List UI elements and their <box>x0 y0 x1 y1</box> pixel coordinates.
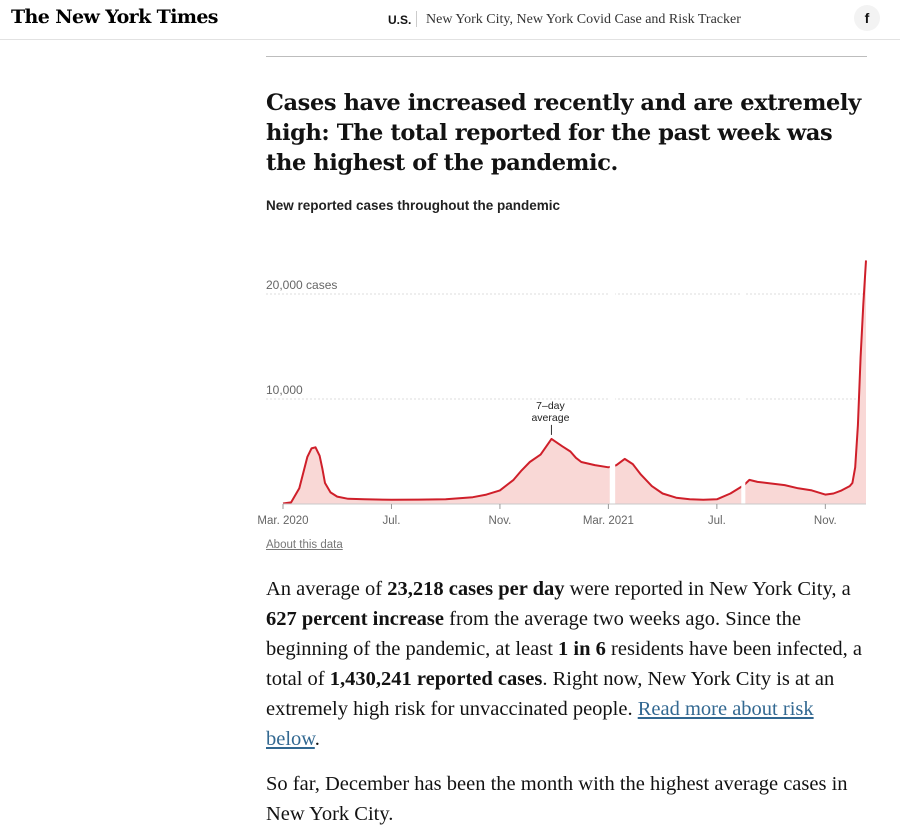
x-tick-label-0: Mar. 2020 <box>257 515 308 527</box>
cases-chart: 20,000 cases 10,000 Mar. 2020 Jul. Nov. Mar. … <box>257 247 867 527</box>
month-paragraph: So far, December has been the month with… <box>266 773 848 825</box>
nyt-logo[interactable]: The New York Times <box>11 6 219 28</box>
y-tick-label-1: 10,000 <box>266 383 303 397</box>
infection-ratio-value: 1 in 6 <box>558 638 606 660</box>
top-bar: The New York Times U.S. New York City, N… <box>0 0 900 40</box>
data-gap-1 <box>741 247 746 504</box>
x-tick-label-2: Nov. <box>489 515 512 527</box>
data-gap-0 <box>609 247 616 504</box>
facebook-icon[interactable]: f <box>854 5 880 31</box>
annotation-label-line1: 7–day <box>536 400 565 412</box>
x-tick-label-1: Jul. <box>383 515 401 527</box>
about-data-link[interactable]: About this data <box>266 539 343 551</box>
article-title: New York City, New York Covid Case and R… <box>426 12 741 27</box>
x-tick-label-4: Jul. <box>708 515 726 527</box>
y-tick-label-0: 20,000 cases <box>266 278 337 292</box>
series-area <box>283 260 866 504</box>
read-more-risk-link[interactable]: Read more about risk below <box>266 698 814 750</box>
header-divider <box>416 11 417 27</box>
chart-subtitle: New reported cases throughout the pandem… <box>266 198 561 213</box>
x-tick-label-3: Mar. 2021 <box>583 515 634 527</box>
chart-headline: Cases have increased recently and are ex… <box>266 90 861 176</box>
section-label[interactable]: U.S. <box>388 13 412 27</box>
total-cases-value: 1,430,241 reported cases <box>329 668 543 690</box>
section-rule <box>266 56 867 57</box>
series-line <box>282 260 867 505</box>
avg-cases-value: 23,218 cases per day <box>387 578 565 600</box>
x-tick-label-5: Nov. <box>814 515 837 527</box>
percent-increase-value: 627 percent increase <box>266 608 445 630</box>
summary-paragraph: An average of 23,218 cases per day were … <box>266 578 863 750</box>
annotation-label-line2: average <box>531 412 569 424</box>
